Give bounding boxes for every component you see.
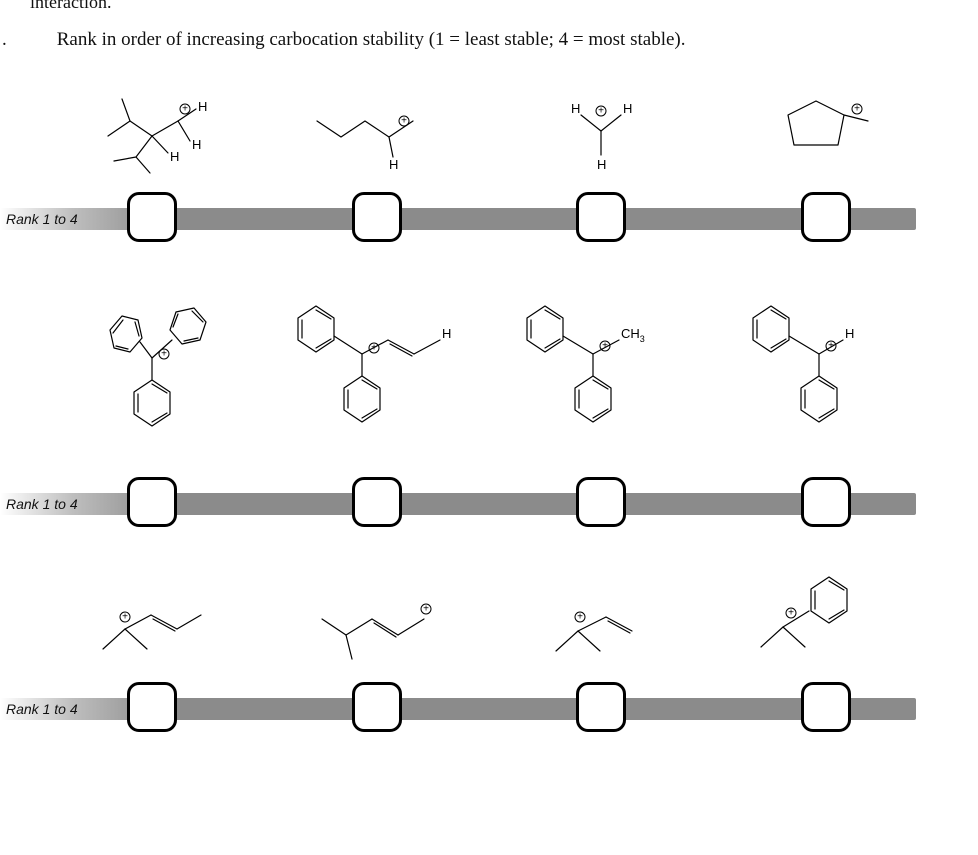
svg-text:CH3: CH3 bbox=[621, 326, 645, 344]
struct-row-3: + + bbox=[0, 561, 958, 676]
mol-diisopropyl-primary: H H H + bbox=[72, 61, 232, 181]
mol-diphenyl-allyl: H + bbox=[272, 276, 482, 466]
rank-row-1: Rank 1 to 4 bbox=[0, 192, 958, 246]
question-line: . Rank in order of increasing carbocatio… bbox=[28, 29, 958, 51]
panel-row-1: H H H + H + bbox=[0, 61, 958, 246]
rank-input-2c[interactable] bbox=[576, 477, 626, 527]
struct-row-2: + H bbox=[0, 276, 958, 471]
mol-diphenyl-H: H + bbox=[731, 276, 921, 466]
panel-row-3: + + bbox=[0, 561, 958, 736]
structure-2d: H + bbox=[714, 276, 939, 471]
structure-3a: + bbox=[40, 571, 265, 676]
structure-2c: CH3 + bbox=[489, 276, 714, 471]
label-H: H bbox=[571, 101, 580, 116]
svg-text:+: + bbox=[828, 341, 834, 352]
structure-3c: + bbox=[489, 571, 714, 676]
label-H: H bbox=[845, 326, 854, 341]
structure-2b: H + bbox=[265, 276, 490, 471]
mol-allyl-b: + bbox=[292, 571, 462, 671]
rank-boxes-2 bbox=[0, 477, 958, 531]
rank-input-3a[interactable] bbox=[127, 682, 177, 732]
rank-input-1d[interactable] bbox=[801, 192, 851, 242]
rank-input-2d[interactable] bbox=[801, 477, 851, 527]
mol-cyclopentyl-cation: + bbox=[756, 61, 896, 181]
mol-methyl-cation: H H H + bbox=[531, 61, 671, 181]
svg-text:+: + bbox=[161, 349, 167, 360]
svg-text:+: + bbox=[122, 612, 128, 623]
mol-allyl-a: + bbox=[67, 571, 237, 671]
rank-row-3: Rank 1 to 4 bbox=[0, 682, 958, 736]
question-number: . bbox=[30, 29, 52, 51]
structure-3b: + bbox=[265, 571, 490, 676]
rank-input-2a[interactable] bbox=[127, 477, 177, 527]
label-H: H bbox=[442, 326, 451, 341]
rank-input-1b[interactable] bbox=[352, 192, 402, 242]
structure-1c: H H H + bbox=[489, 61, 714, 186]
label-H: H bbox=[623, 101, 632, 116]
rank-label: Rank 1 to 4 bbox=[6, 496, 78, 512]
label-H: H bbox=[597, 157, 606, 172]
rank-boxes-3 bbox=[0, 682, 958, 736]
rank-label: Rank 1 to 4 bbox=[6, 701, 78, 717]
mol-allyl-c: + bbox=[516, 571, 686, 671]
rank-input-2b[interactable] bbox=[352, 477, 402, 527]
question-text: Rank in order of increasing carbocation … bbox=[57, 29, 686, 50]
label-H: H bbox=[192, 137, 201, 152]
svg-text:+: + bbox=[423, 604, 429, 615]
label-CH3-sub: 3 bbox=[640, 334, 645, 344]
panel-row-2: + H bbox=[0, 276, 958, 531]
label-H: H bbox=[198, 99, 207, 114]
label-H: H bbox=[389, 157, 398, 172]
rank-label: Rank 1 to 4 bbox=[6, 211, 78, 227]
rank-input-3d[interactable] bbox=[801, 682, 851, 732]
rank-input-1c[interactable] bbox=[576, 192, 626, 242]
structure-3d: + bbox=[714, 561, 939, 676]
mol-pentyl-secondary: H + bbox=[297, 61, 457, 181]
rank-input-3c[interactable] bbox=[576, 682, 626, 732]
svg-text:+: + bbox=[577, 612, 583, 623]
structure-1d: + bbox=[714, 61, 939, 186]
rank-input-3b[interactable] bbox=[352, 682, 402, 732]
mol-benzyl-isopropyl: + bbox=[731, 561, 921, 671]
struct-row-1: H H H + H + bbox=[0, 61, 958, 186]
svg-text:+: + bbox=[182, 104, 188, 115]
mol-diphenyl-CH3: CH3 + bbox=[501, 276, 701, 466]
svg-text:+: + bbox=[788, 608, 794, 619]
rank-input-1a[interactable] bbox=[127, 192, 177, 242]
svg-text:+: + bbox=[602, 341, 608, 352]
page: interaction. . Rank in order of increasi… bbox=[0, 0, 978, 847]
label-CH3: CH bbox=[621, 326, 640, 341]
svg-text:+: + bbox=[598, 106, 604, 117]
structure-2a: + bbox=[40, 276, 265, 471]
mol-triphenylmethyl: + bbox=[52, 276, 252, 466]
cutoff-text: interaction. bbox=[0, 0, 958, 13]
rank-row-2: Rank 1 to 4 bbox=[0, 477, 958, 531]
svg-text:+: + bbox=[371, 343, 377, 354]
label-H: H bbox=[170, 149, 179, 164]
rank-boxes-1 bbox=[0, 192, 958, 246]
svg-text:+: + bbox=[854, 104, 860, 115]
svg-text:+: + bbox=[401, 116, 407, 127]
structure-1a: H H H + bbox=[40, 61, 265, 186]
structure-1b: H + bbox=[265, 61, 490, 186]
